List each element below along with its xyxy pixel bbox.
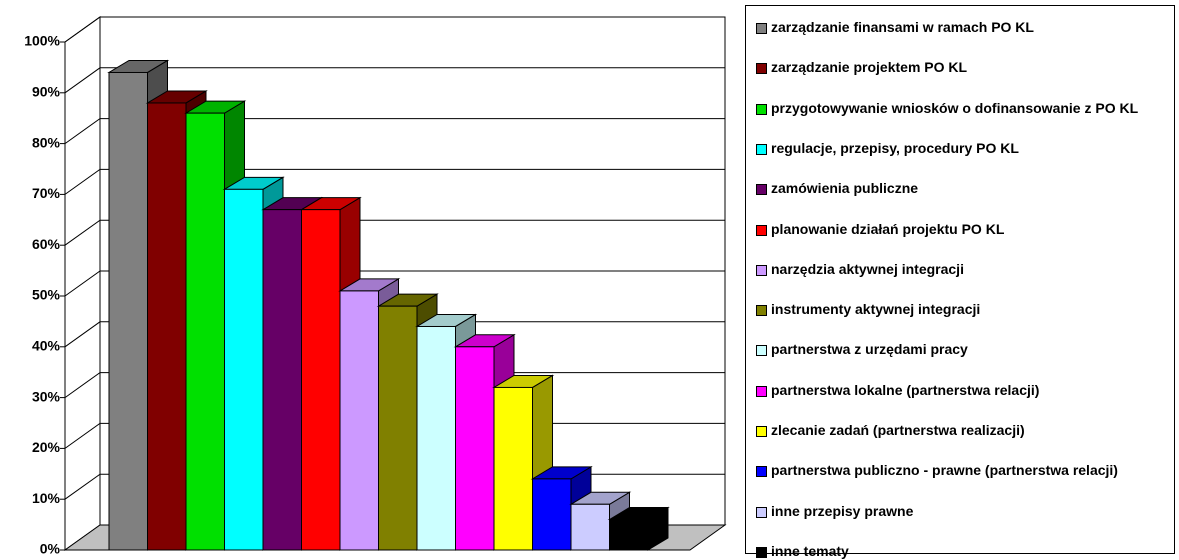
legend-item: instrumenty aktywnej integracji [756, 302, 1151, 317]
legend-label: regulacje, przepisy, procedury PO KL [771, 139, 1019, 156]
legend-item: przygotowywanie wniosków o dofinansowani… [756, 99, 1151, 116]
grid-line [64, 270, 725, 297]
legend-item: partnerstwa lokalne (partnerstwa relacji… [756, 381, 1151, 398]
legend-swatch [756, 224, 767, 236]
legend-item: planowanie działań projektu PO KL [756, 220, 1151, 237]
legend-swatch [756, 426, 767, 437]
legend-label: partnerstwa publiczno - prawne (partners… [771, 462, 1118, 479]
legend-label: zlecanie zadań (partnerstwa realizacji) [771, 422, 1025, 438]
legend-label: instrumenty aktywnej integracji [771, 301, 981, 318]
legend-label: partnerstwa z urzędami pracy [771, 341, 968, 358]
legend-swatch [756, 546, 767, 558]
legend-item: zlecanie zadań (partnerstwa realizacji) [756, 423, 1151, 438]
bar [532, 478, 572, 551]
legend-label: narzędzia aktywnej integracji [771, 260, 964, 277]
legend-item: partnerstwa publiczno - prawne (partners… [756, 463, 1151, 478]
legend-swatch [756, 466, 767, 478]
legend-item: narzędzia aktywnej integracji [756, 260, 1151, 277]
y-tick-label: 40% [32, 338, 61, 354]
y-tick-label: 70% [32, 185, 61, 201]
legend-item: zamówienia publiczne [756, 181, 1151, 196]
bar [301, 209, 341, 551]
grid-line [64, 67, 725, 94]
legend-label: planowanie działań projektu PO KL [771, 220, 1005, 237]
grid-line [64, 118, 725, 145]
grid-line [64, 16, 725, 43]
legend-swatch [756, 305, 767, 317]
legend-swatch [756, 143, 767, 155]
legend-swatch [756, 345, 767, 357]
bar [455, 346, 495, 551]
y-tick-label: 60% [32, 236, 61, 252]
bar [262, 209, 302, 551]
grid-line [64, 168, 725, 195]
legend-label: zarządzanie finansami w ramach PO KL [771, 19, 1034, 35]
legend-label: inne tematy [771, 542, 849, 559]
grid-line [64, 321, 725, 348]
bar [108, 71, 148, 551]
bar [378, 305, 418, 551]
y-tick-label: 0% [40, 541, 61, 557]
grid-line [64, 372, 725, 399]
legend-label: zamówienia publiczne [771, 180, 919, 197]
legend-label: partnerstwa lokalne (partnerstwa relacji… [771, 381, 1040, 398]
bar [224, 188, 264, 551]
legend-label: zarządzanie projektem PO KL [771, 59, 968, 76]
legend-item: partnerstwa z urzędami pracy [756, 342, 1151, 357]
legend-swatch [756, 506, 767, 518]
legend-swatch [756, 184, 767, 196]
legend-item: zarządzanie finansami w ramach PO KL [756, 20, 1151, 35]
bar [570, 503, 610, 551]
legend-item: zarządzanie projektem PO KL [756, 60, 1151, 75]
y-tick-label: 10% [32, 490, 61, 506]
bar [609, 519, 649, 551]
legend-item: inne tematy [756, 542, 1151, 559]
legend-label: inne przepisy prawne [771, 502, 914, 519]
chart: 0% 10% 20% 30% 40% 50% 60% 70% 80% 90% 100% [24, 16, 727, 557]
bar [493, 386, 533, 551]
bar [147, 102, 187, 551]
legend-label: przygotowywanie wniosków o dofinansowani… [771, 99, 1139, 116]
bar [416, 325, 456, 551]
legend-swatch [756, 385, 767, 397]
y-tick-label: 80% [32, 134, 61, 150]
legend: zarządzanie finansami w ramach PO KL zarz… [745, 5, 1175, 558]
y-tick-label: 20% [32, 439, 61, 455]
y-tick-label: 30% [32, 388, 61, 404]
grid-line [64, 219, 725, 246]
legend-swatch [756, 103, 767, 115]
legend-swatch [756, 264, 767, 276]
y-tick-label: 100% [24, 33, 60, 49]
legend-swatch [756, 23, 767, 34]
legend-item: inne przepisy prawne [756, 502, 1151, 519]
legend-swatch [756, 63, 767, 75]
y-tick-label: 90% [32, 84, 61, 100]
legend-item: regulacje, przepisy, procedury PO KL [756, 139, 1151, 156]
bar [185, 112, 225, 551]
y-tick-label: 50% [32, 287, 61, 303]
bar [339, 290, 379, 551]
